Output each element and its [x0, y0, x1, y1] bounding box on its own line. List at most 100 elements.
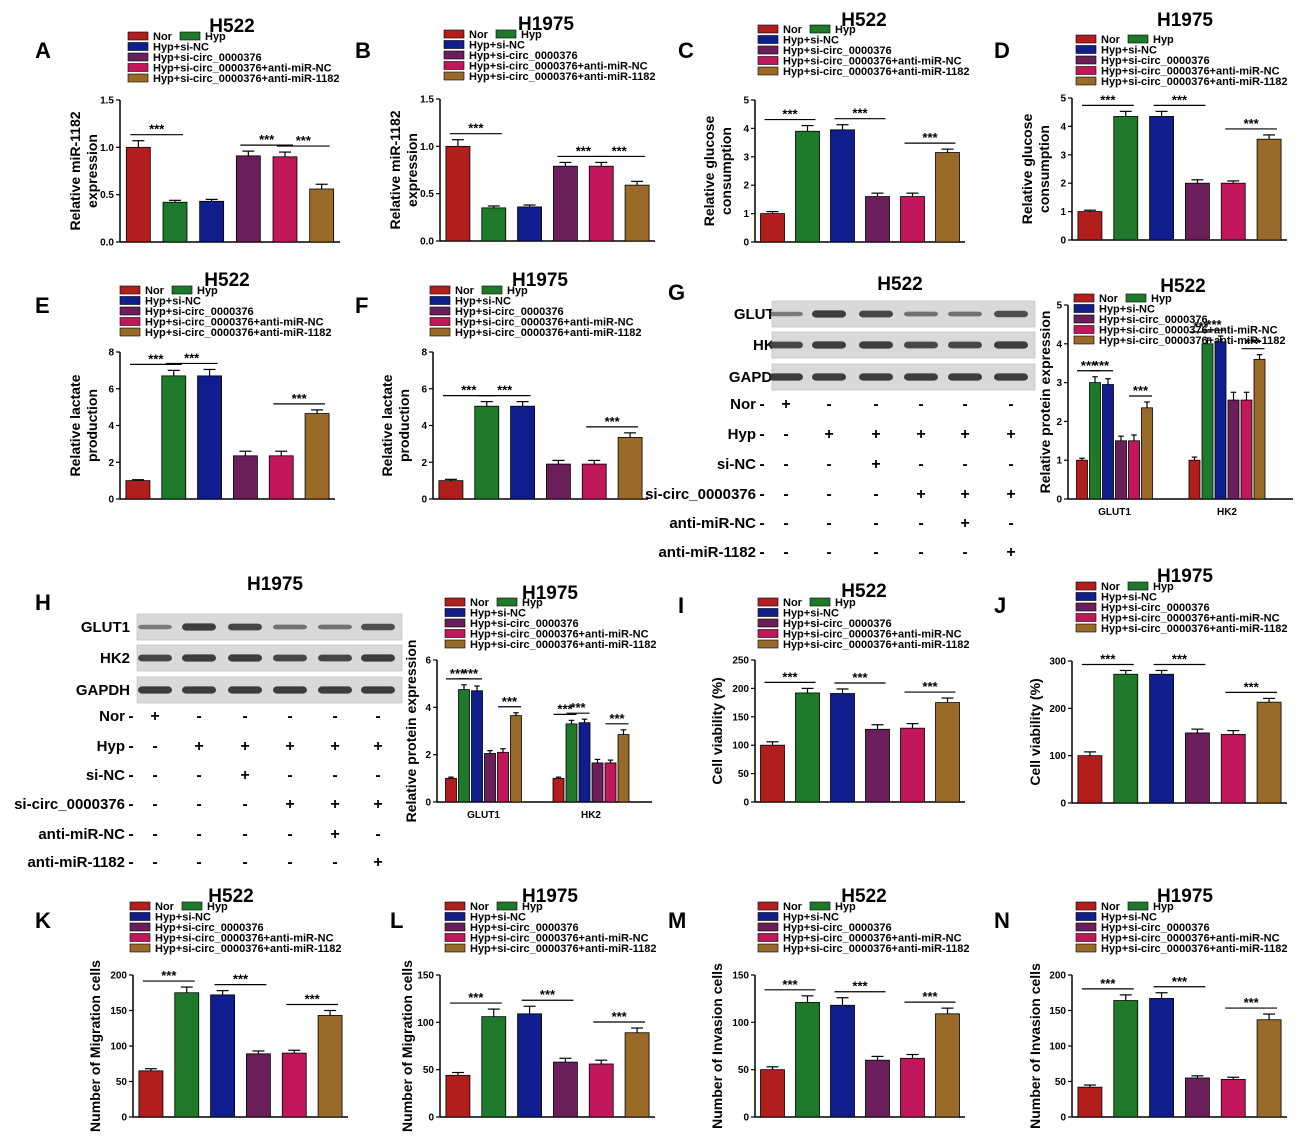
condition-sign: + [871, 456, 880, 473]
bar [553, 165, 578, 242]
legend-label: Hyp+si-NC [783, 35, 839, 47]
bar [1149, 673, 1174, 804]
significance-label: *** [570, 700, 586, 715]
legend-label: Hyp [521, 29, 542, 41]
bar [174, 992, 200, 1118]
y-tick-label: 150 [1049, 1006, 1066, 1017]
legend-swatch [757, 943, 779, 953]
condition-sign: - [128, 826, 133, 843]
blot-row-label: GLUT1 [734, 306, 783, 323]
bar [1149, 116, 1174, 241]
condition-sign: - [242, 854, 247, 871]
blot-band [318, 624, 352, 630]
condition-sign: - [918, 456, 923, 473]
condition-sign: - [152, 738, 157, 755]
bar [1256, 1019, 1282, 1118]
panel-letter: I [678, 593, 684, 618]
legend-label: Hyp+si-circ_0000376 [783, 618, 892, 630]
legend-swatch [809, 24, 831, 34]
condition-sign: + [916, 486, 925, 503]
condition-label: si-NC [86, 767, 125, 784]
legend-swatch [444, 629, 466, 638]
bar [1227, 399, 1240, 500]
significance-label: *** [1206, 317, 1222, 332]
blot-band [182, 623, 216, 631]
legend-label: Hyp+si-circ_0000376 [455, 306, 564, 318]
legend-label: Hyp+si-circ_0000376 [783, 45, 892, 57]
bar [1220, 182, 1246, 241]
legend-label: Hyp+si-circ_0000376+anti-miR-NC [1101, 933, 1280, 945]
legend-swatch [443, 40, 465, 49]
legend-swatch [1125, 293, 1147, 303]
legend-swatch [1075, 623, 1097, 633]
bar [268, 455, 294, 500]
significance-label: *** [922, 130, 938, 145]
condition-sign: - [196, 796, 201, 813]
bar [317, 1015, 343, 1118]
condition-sign: - [196, 708, 201, 725]
blot-band [228, 623, 262, 631]
legend-label: Hyp [522, 901, 543, 913]
bar [760, 744, 785, 803]
x-category-label: HK2 [581, 810, 601, 821]
condition-sign: - [759, 396, 764, 413]
legend-label: Nor [783, 901, 803, 913]
bar [1076, 459, 1088, 500]
y-tick-label: 0.0 [420, 237, 434, 248]
legend-label: Hyp+si-circ_0000376+anti-miR-1182 [1101, 623, 1288, 635]
bar [246, 1053, 271, 1118]
bar [617, 734, 630, 803]
significance-label: *** [161, 968, 177, 983]
condition-sign: - [152, 826, 157, 843]
condition-sign: + [194, 738, 203, 755]
condition-sign: - [826, 456, 831, 473]
legend-swatch [119, 285, 141, 295]
bar [1256, 138, 1282, 241]
legend-label: Nor [455, 285, 475, 297]
blot-band [904, 311, 938, 317]
bar [546, 463, 571, 500]
blot-band [361, 654, 395, 662]
blot-band [904, 341, 938, 349]
legend-swatch [444, 933, 466, 942]
bar [438, 480, 464, 500]
condition-sign: - [128, 796, 133, 813]
condition-sign: - [918, 544, 923, 561]
legend-label: Hyp+si-circ_0000376+anti-miR-1182 [470, 943, 657, 955]
bar [935, 702, 960, 803]
legend-label: Nor [155, 901, 175, 913]
bar [1188, 459, 1201, 500]
chart-title: H522 [841, 10, 886, 31]
legend-label: Hyp+si-circ_0000376+anti-miR-1182 [470, 639, 657, 651]
chart-title: H522 [841, 886, 886, 907]
significance-label: *** [609, 711, 625, 726]
bar [553, 1061, 578, 1118]
condition-sign: - [826, 544, 831, 561]
blot-band [994, 341, 1028, 349]
y-tick-label: 2 [425, 750, 431, 761]
chart-legend: Nor HypHyp+si-NCHyp+si-circ_0000376Hyp+si… [757, 24, 970, 78]
legend-swatch [443, 29, 465, 39]
legend-swatch [119, 306, 141, 316]
legend-swatch [1075, 602, 1097, 612]
y-tick-label: 100 [417, 1018, 434, 1029]
condition-sign: - [826, 486, 831, 503]
condition-sign: - [759, 426, 764, 443]
y-axis-label: Relative protein expression [403, 640, 419, 823]
y-tick-label: 200 [110, 971, 127, 982]
significance-label: *** [540, 987, 556, 1002]
significance-label: *** [1094, 358, 1110, 373]
bar [199, 200, 225, 243]
legend-swatch [481, 285, 503, 295]
significance-label: *** [305, 992, 321, 1007]
legend-label: Hyp+si-circ_0000376+anti-miR-NC [1099, 325, 1278, 337]
legend-label: Hyp+si-circ_0000376+anti-miR-NC [145, 317, 324, 329]
significance-label: *** [292, 391, 308, 406]
blot-band [812, 310, 846, 318]
condition-sign: - [918, 515, 923, 532]
legend-swatch [1075, 34, 1097, 44]
blot-band [273, 624, 307, 630]
